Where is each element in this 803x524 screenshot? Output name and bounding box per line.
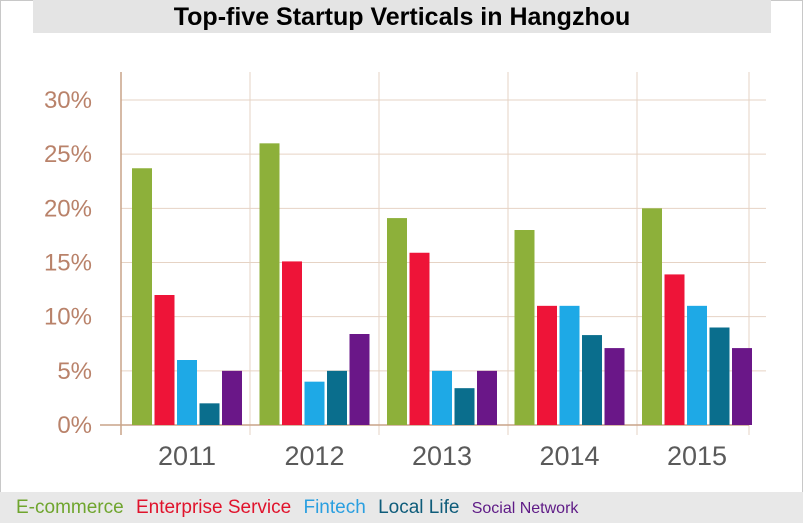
y-tick-labels: 0% 5% 10% 15% 20% 25% 30%	[44, 87, 92, 439]
x-tick-label: 2014	[539, 441, 599, 471]
bar-e-commerce-2013	[387, 218, 407, 425]
bar-enterprise-service-2012	[282, 261, 302, 425]
chart-title: Top-five Startup Verticals in Hangzhou	[173, 3, 631, 31]
legend-item-fintech: Fintech	[303, 497, 366, 518]
legend-item-social-network: Social Network	[471, 500, 579, 517]
legend-item-local-life: Local Life	[378, 497, 460, 518]
y-tick-label: 5%	[57, 358, 92, 385]
bar-fintech-2013	[432, 370, 452, 425]
bar-e-commerce-2012	[259, 143, 280, 426]
bar-enterprise-service-2011	[154, 295, 175, 425]
bar-local-life-2013	[454, 388, 475, 425]
bar-fintech-2014	[559, 305, 580, 425]
bar-enterprise-service-2013	[409, 252, 430, 425]
x-tick-labels: 2011 2012 2013 2014 2015	[158, 441, 727, 471]
bar-social-network-2012	[349, 334, 370, 425]
bar-social-network-2013	[477, 370, 497, 425]
bar-social-network-2014	[604, 348, 625, 425]
bar-fintech-2012	[304, 381, 325, 425]
y-tick-label: 25%	[44, 141, 92, 168]
y-tick-label: 0%	[57, 412, 92, 439]
bar-local-life-2012	[327, 370, 347, 425]
bar-e-commerce-2011	[132, 168, 152, 425]
bar-local-life-2011	[199, 403, 220, 425]
bar-enterprise-service-2015	[664, 274, 685, 425]
legend: E-commerce Enterprise Service Fintech Lo…	[0, 492, 803, 523]
legend-item-ecommerce: E-commerce	[16, 497, 124, 518]
legend-item-enterprise-service: Enterprise Service	[135, 497, 292, 518]
bars	[132, 143, 752, 426]
x-tick-label: 2012	[284, 441, 344, 471]
bar-social-network-2011	[222, 370, 242, 425]
y-tick-label: 10%	[44, 304, 92, 331]
bar-social-network-2015	[732, 348, 752, 425]
y-tick-label: 15%	[44, 250, 92, 277]
x-tick-label: 2015	[667, 441, 727, 471]
x-tick-label: 2011	[158, 441, 216, 471]
bar-e-commerce-2015	[642, 208, 662, 425]
y-tick-label: 30%	[44, 87, 92, 114]
title-background	[33, 0, 771, 33]
bar-chart: 0% 5% 10% 15% 20% 25% 30% 2011 2012 2013 2014 2015	[44, 72, 766, 471]
bar-local-life-2015	[709, 327, 730, 425]
bar-e-commerce-2014	[514, 230, 535, 425]
bar-fintech-2011	[177, 360, 197, 425]
bar-fintech-2015	[687, 305, 707, 425]
bar-local-life-2014	[582, 335, 602, 425]
bar-enterprise-service-2014	[537, 305, 557, 425]
y-tick-label: 20%	[44, 195, 92, 222]
x-tick-label: 2013	[412, 441, 472, 471]
